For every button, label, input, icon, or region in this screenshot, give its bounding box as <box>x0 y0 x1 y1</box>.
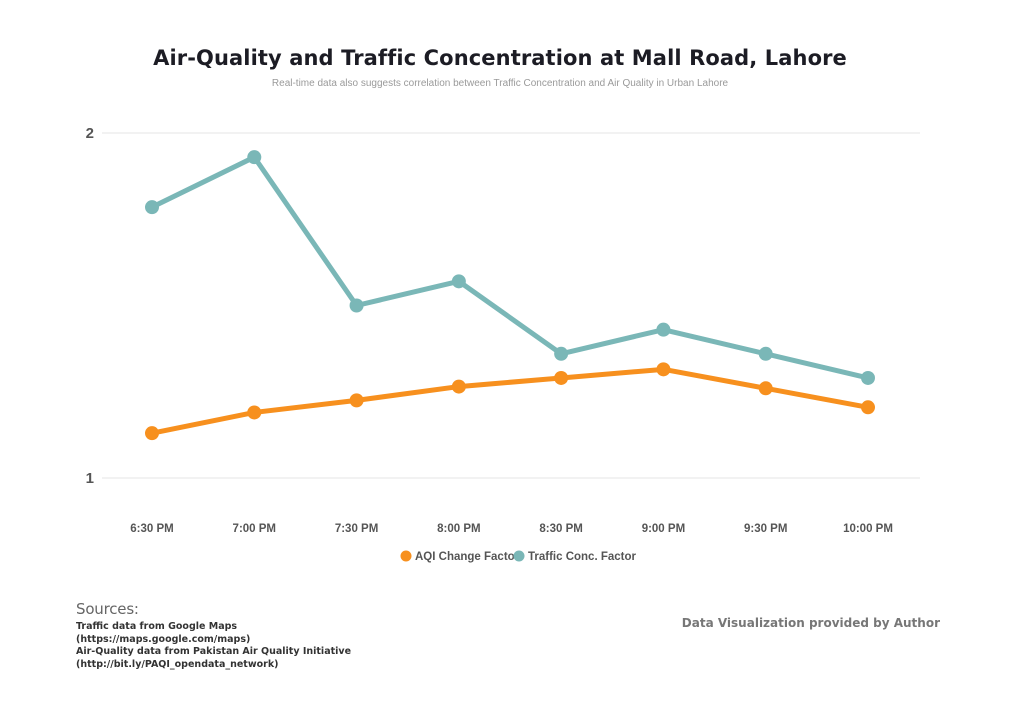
x-tick-label: 7:00 PM <box>233 523 276 535</box>
data-point <box>656 362 671 377</box>
data-point <box>451 274 466 289</box>
series-0 <box>145 362 875 441</box>
data-point <box>451 379 466 394</box>
source-line: (http://bit.ly/PAQI_opendata_network) <box>76 658 279 670</box>
data-point <box>145 426 159 441</box>
data-point <box>349 298 364 313</box>
x-tick-label: 8:30 PM <box>539 523 582 535</box>
data-point <box>861 400 875 415</box>
data-point <box>554 346 569 361</box>
y-tick-label: 2 <box>86 125 94 142</box>
legend: AQI Change Factor Traffic Conc. Factor <box>400 550 637 563</box>
legend-label: Traffic Conc. Factor <box>528 551 637 563</box>
source-line: Traffic data from Google Maps <box>76 621 238 632</box>
gridlines <box>102 132 920 479</box>
legend-marker <box>513 550 525 562</box>
data-point <box>247 405 262 420</box>
x-axis-ticks: 6:30 PM 7:00 PM 7:30 PM 8:00 PM 8:30 PM 9:00 … <box>130 523 893 535</box>
y-tick-label: 1 <box>86 470 94 487</box>
data-point <box>758 346 773 361</box>
series-1 <box>145 150 875 385</box>
sources-block: Sources: Traffic data from Google Maps (… <box>76 600 351 671</box>
x-tick-label: 9:30 PM <box>744 523 787 535</box>
legend-item: Traffic Conc. Factor <box>513 550 637 563</box>
legend-marker <box>400 550 412 562</box>
source-line: Air-Quality data from Pakistan Air Quali… <box>76 646 352 657</box>
x-tick-label: 6:30 PM <box>130 523 173 535</box>
y-axis-ticks: 12 <box>86 125 94 487</box>
series-layer <box>145 150 875 441</box>
x-tick-label: 8:00 PM <box>437 523 480 535</box>
data-point <box>656 322 671 337</box>
x-tick-label: 9:00 PM <box>642 523 685 535</box>
source-line: (https://maps.google.com/maps) <box>76 633 251 645</box>
chart-subtitle: Real-time data also suggests correlation… <box>271 78 729 89</box>
series-line <box>149 366 871 436</box>
data-point <box>554 370 569 385</box>
x-tick-label: 10:00 PM <box>843 523 893 535</box>
data-point <box>247 150 262 165</box>
data-point <box>861 370 875 385</box>
x-tick-label: 7:30 PM <box>335 523 378 535</box>
data-point <box>758 381 773 396</box>
data-point <box>145 200 159 215</box>
credit-text: Data Visualization provided by Author <box>681 616 940 630</box>
legend-item: AQI Change Factor <box>400 550 520 563</box>
chart-title: Air-Quality and Traffic Concentration at… <box>153 46 847 70</box>
series-line <box>149 154 871 381</box>
data-point <box>349 393 364 408</box>
sources-heading: Sources: <box>76 600 139 618</box>
legend-label: AQI Change Factor <box>415 551 520 563</box>
